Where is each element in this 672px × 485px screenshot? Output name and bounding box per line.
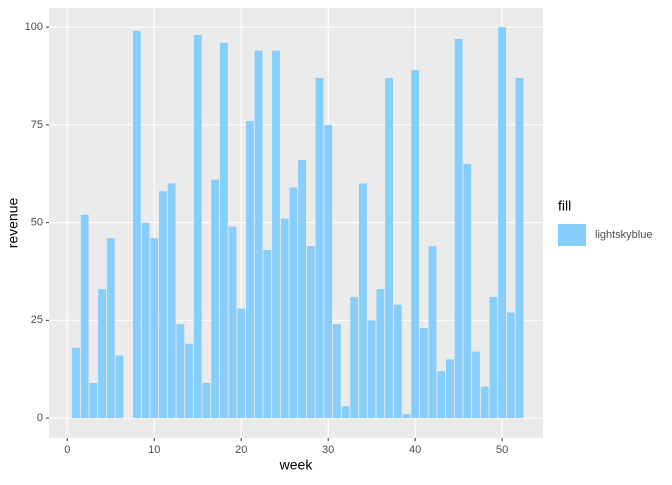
bar — [211, 179, 220, 419]
x-tick-label: 30 — [322, 444, 334, 456]
bar — [515, 77, 524, 419]
bar — [159, 191, 167, 419]
bar — [115, 355, 124, 419]
bar — [385, 77, 393, 419]
bar — [498, 27, 507, 419]
bar — [489, 296, 498, 419]
bar — [306, 246, 315, 419]
bar — [263, 249, 272, 419]
legend-key — [558, 224, 586, 246]
bar — [228, 226, 237, 419]
bar — [411, 70, 420, 419]
y-tick-label: 100 — [25, 21, 43, 33]
bar — [167, 183, 176, 419]
bar — [393, 304, 402, 419]
bar — [272, 50, 280, 419]
x-tick-label: 0 — [64, 444, 70, 456]
bar — [176, 324, 185, 419]
bar — [185, 343, 193, 419]
bar — [141, 222, 150, 419]
bars — [72, 27, 524, 419]
legend-title: fill — [558, 198, 571, 214]
bar — [446, 359, 454, 419]
bar — [106, 238, 115, 419]
bar — [98, 289, 106, 419]
y-tick-label: 25 — [31, 314, 43, 326]
bar — [341, 406, 350, 419]
bar — [237, 308, 246, 419]
y-axis-title: revenue — [5, 197, 21, 248]
x-tick-label: 20 — [235, 444, 247, 456]
bar — [376, 289, 385, 419]
bar — [419, 328, 428, 419]
bar — [437, 371, 446, 419]
bar — [506, 312, 515, 419]
bar — [193, 34, 202, 419]
bar — [298, 160, 307, 419]
bar — [280, 218, 289, 419]
bar — [150, 238, 159, 419]
bar — [89, 382, 98, 419]
y-tick-label: 50 — [31, 217, 43, 229]
bar — [202, 382, 211, 419]
x-axis-title: week — [279, 457, 314, 473]
bar — [80, 214, 89, 419]
bar — [454, 38, 463, 419]
y-tick-label: 75 — [31, 119, 43, 131]
x-tick-label: 50 — [496, 444, 508, 456]
bar — [367, 320, 376, 419]
bar — [289, 187, 298, 419]
bar — [219, 42, 228, 419]
bar — [324, 124, 333, 419]
bar — [428, 246, 437, 419]
bar — [332, 324, 341, 419]
bar — [254, 50, 263, 419]
y-tick-label: 0 — [37, 412, 43, 424]
bar — [350, 296, 359, 419]
bar — [472, 351, 480, 419]
bar — [245, 120, 254, 419]
x-tick-label: 10 — [148, 444, 160, 456]
bar — [132, 31, 141, 419]
bar — [402, 414, 411, 419]
bar — [480, 386, 489, 419]
bar — [72, 347, 80, 419]
bar — [315, 77, 324, 419]
bar — [463, 163, 472, 419]
x-tick-label: 40 — [409, 444, 421, 456]
legend-label: lightskyblue — [595, 229, 652, 241]
bar — [359, 183, 367, 419]
